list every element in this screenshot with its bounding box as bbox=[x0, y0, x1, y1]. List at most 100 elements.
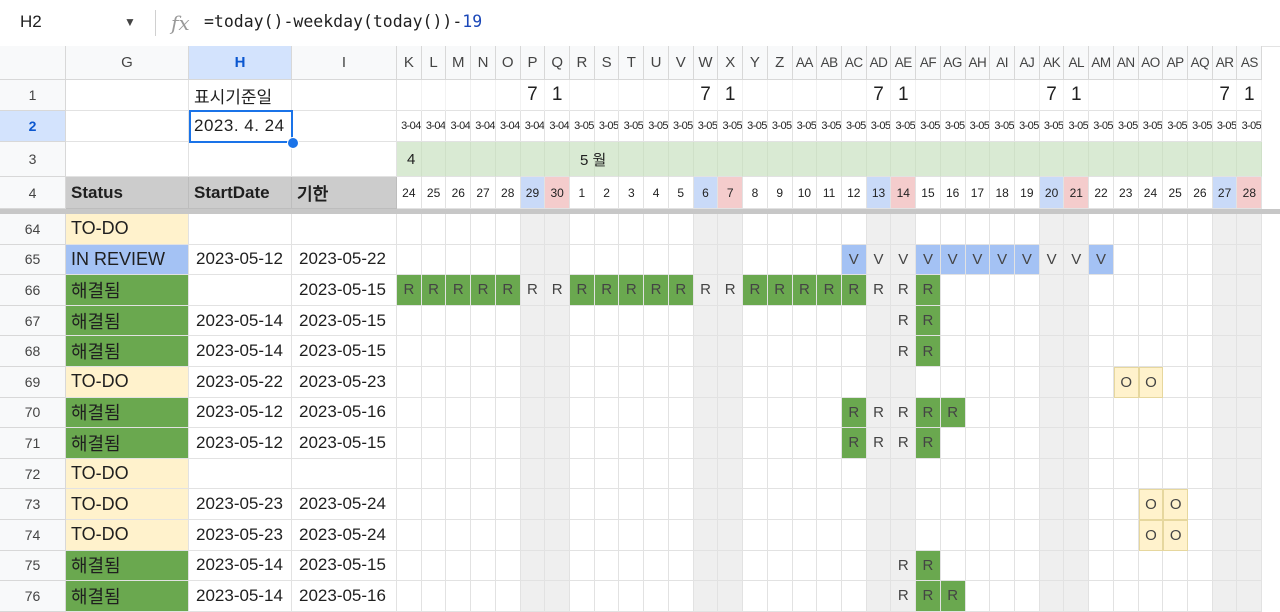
gantt-cell[interactable] bbox=[446, 428, 472, 459]
gantt-cell[interactable] bbox=[570, 489, 595, 520]
month-band-al[interactable] bbox=[1064, 142, 1090, 177]
gantt-mark-af[interactable]: R bbox=[916, 397, 941, 429]
gantt-cell[interactable] bbox=[916, 367, 941, 398]
column-header-ag[interactable]: AG bbox=[940, 46, 966, 80]
gantt-cell[interactable] bbox=[916, 489, 941, 520]
gantt-cell[interactable] bbox=[619, 550, 645, 582]
gantt-cell[interactable] bbox=[940, 550, 966, 582]
frozen-rows-divider[interactable] bbox=[0, 209, 1280, 214]
date-cell-y[interactable]: 3-05 bbox=[743, 111, 768, 142]
due-date-cell[interactable]: 2023-05-23 bbox=[292, 367, 397, 398]
gantt-cell[interactable] bbox=[1237, 550, 1263, 582]
gantt-cell[interactable] bbox=[1064, 367, 1090, 398]
status-cell[interactable]: 해결됨 bbox=[66, 397, 189, 429]
day-header-ao[interactable]: 24 bbox=[1138, 177, 1164, 209]
month-band-m[interactable] bbox=[446, 142, 472, 177]
gantt-cell[interactable] bbox=[1163, 275, 1189, 306]
gantt-cell[interactable] bbox=[916, 520, 941, 551]
week-mark-an[interactable] bbox=[1113, 80, 1139, 111]
column-header-ai[interactable]: AI bbox=[990, 46, 1015, 80]
gantt-cell[interactable] bbox=[594, 367, 620, 398]
gantt-cell[interactable] bbox=[718, 214, 744, 245]
gantt-cell[interactable] bbox=[495, 550, 521, 582]
gantt-cell[interactable] bbox=[1064, 489, 1090, 520]
column-header-ak[interactable]: AK bbox=[1039, 46, 1065, 80]
gantt-cell[interactable] bbox=[1089, 336, 1114, 367]
gantt-cell[interactable] bbox=[644, 305, 669, 337]
gantt-cell[interactable] bbox=[1237, 428, 1263, 459]
gantt-cell[interactable] bbox=[421, 244, 447, 276]
gantt-cell[interactable] bbox=[1212, 458, 1238, 490]
gantt-cell[interactable] bbox=[1089, 550, 1114, 582]
gantt-cell[interactable] bbox=[1039, 336, 1065, 367]
gantt-cell[interactable] bbox=[990, 367, 1015, 398]
gantt-cell[interactable] bbox=[644, 244, 669, 276]
gantt-cell[interactable] bbox=[1237, 397, 1263, 429]
gantt-cell[interactable] bbox=[495, 458, 521, 490]
gantt-cell[interactable] bbox=[545, 305, 571, 337]
gantt-cell[interactable] bbox=[866, 520, 892, 551]
week-mark-v[interactable] bbox=[668, 80, 694, 111]
gantt-cell[interactable] bbox=[644, 367, 669, 398]
column-header-i[interactable]: I bbox=[292, 46, 397, 80]
gantt-cell[interactable] bbox=[1015, 550, 1040, 582]
date-cell-o[interactable]: 3-04 bbox=[495, 111, 521, 142]
gantt-cell[interactable] bbox=[397, 244, 422, 276]
due-date-cell[interactable]: 2023-05-24 bbox=[292, 489, 397, 520]
gantt-cell[interactable] bbox=[495, 305, 521, 337]
gantt-cell[interactable] bbox=[668, 214, 694, 245]
gantt-cell[interactable] bbox=[940, 520, 966, 551]
row-header-73[interactable]: 73 bbox=[0, 489, 66, 520]
week-mark-ac[interactable] bbox=[841, 80, 867, 111]
gantt-cell[interactable] bbox=[421, 581, 447, 612]
gantt-mark-ae[interactable]: V bbox=[891, 244, 917, 276]
week-mark-aj[interactable] bbox=[1015, 80, 1040, 111]
week-mark-z[interactable] bbox=[767, 80, 793, 111]
week-mark-ar[interactable]: 7 bbox=[1212, 80, 1238, 111]
date-cell-n[interactable]: 3-04 bbox=[471, 111, 496, 142]
column-header-w[interactable]: W bbox=[693, 46, 719, 80]
gantt-cell[interactable] bbox=[397, 489, 422, 520]
gantt-cell[interactable] bbox=[1188, 214, 1213, 245]
month-band-ah[interactable] bbox=[965, 142, 991, 177]
gantt-cell[interactable] bbox=[520, 336, 546, 367]
gantt-cell[interactable] bbox=[817, 244, 842, 276]
gantt-cell[interactable] bbox=[1113, 489, 1139, 520]
date-cell-r[interactable]: 3-05 bbox=[570, 111, 595, 142]
gantt-cell[interactable] bbox=[1039, 367, 1065, 398]
gantt-mark-ae[interactable]: R bbox=[891, 581, 917, 612]
gantt-cell[interactable] bbox=[817, 214, 842, 245]
gantt-mark-ah[interactable]: V bbox=[965, 244, 991, 276]
date-cell-ae[interactable]: 3-05 bbox=[891, 111, 917, 142]
gantt-cell[interactable] bbox=[421, 336, 447, 367]
gantt-cell[interactable] bbox=[965, 367, 991, 398]
gantt-cell[interactable] bbox=[965, 550, 991, 582]
day-header-u[interactable]: 4 bbox=[644, 177, 669, 209]
gantt-cell[interactable] bbox=[940, 305, 966, 337]
day-header-v[interactable]: 5 bbox=[668, 177, 694, 209]
due-date-cell[interactable]: 2023-05-15 bbox=[292, 305, 397, 337]
gantt-mark-af[interactable]: R bbox=[916, 275, 941, 306]
gantt-mark-ap[interactable]: O bbox=[1163, 520, 1189, 551]
gantt-mark-ai[interactable]: V bbox=[990, 244, 1015, 276]
gantt-cell[interactable] bbox=[668, 244, 694, 276]
gantt-cell[interactable] bbox=[570, 367, 595, 398]
gantt-cell[interactable] bbox=[570, 428, 595, 459]
gantt-cell[interactable] bbox=[1039, 275, 1065, 306]
cell-i1[interactable] bbox=[292, 80, 397, 111]
gantt-cell[interactable] bbox=[817, 367, 842, 398]
gantt-mark-r[interactable]: R bbox=[570, 275, 595, 306]
gantt-cell[interactable] bbox=[1163, 428, 1189, 459]
week-mark-af[interactable] bbox=[916, 80, 941, 111]
gantt-cell[interactable] bbox=[594, 336, 620, 367]
column-header-s[interactable]: S bbox=[594, 46, 620, 80]
gantt-cell[interactable] bbox=[668, 336, 694, 367]
gantt-cell[interactable] bbox=[594, 550, 620, 582]
start-date-cell[interactable]: 2023-05-14 bbox=[189, 581, 292, 612]
gantt-mark-ae[interactable]: R bbox=[891, 336, 917, 367]
date-cell-q[interactable]: 3-04 bbox=[545, 111, 571, 142]
start-date-cell[interactable]: 2023-05-12 bbox=[189, 397, 292, 429]
month-band-r[interactable] bbox=[570, 142, 595, 177]
gantt-cell[interactable] bbox=[1163, 244, 1189, 276]
gantt-cell[interactable] bbox=[1015, 397, 1040, 429]
